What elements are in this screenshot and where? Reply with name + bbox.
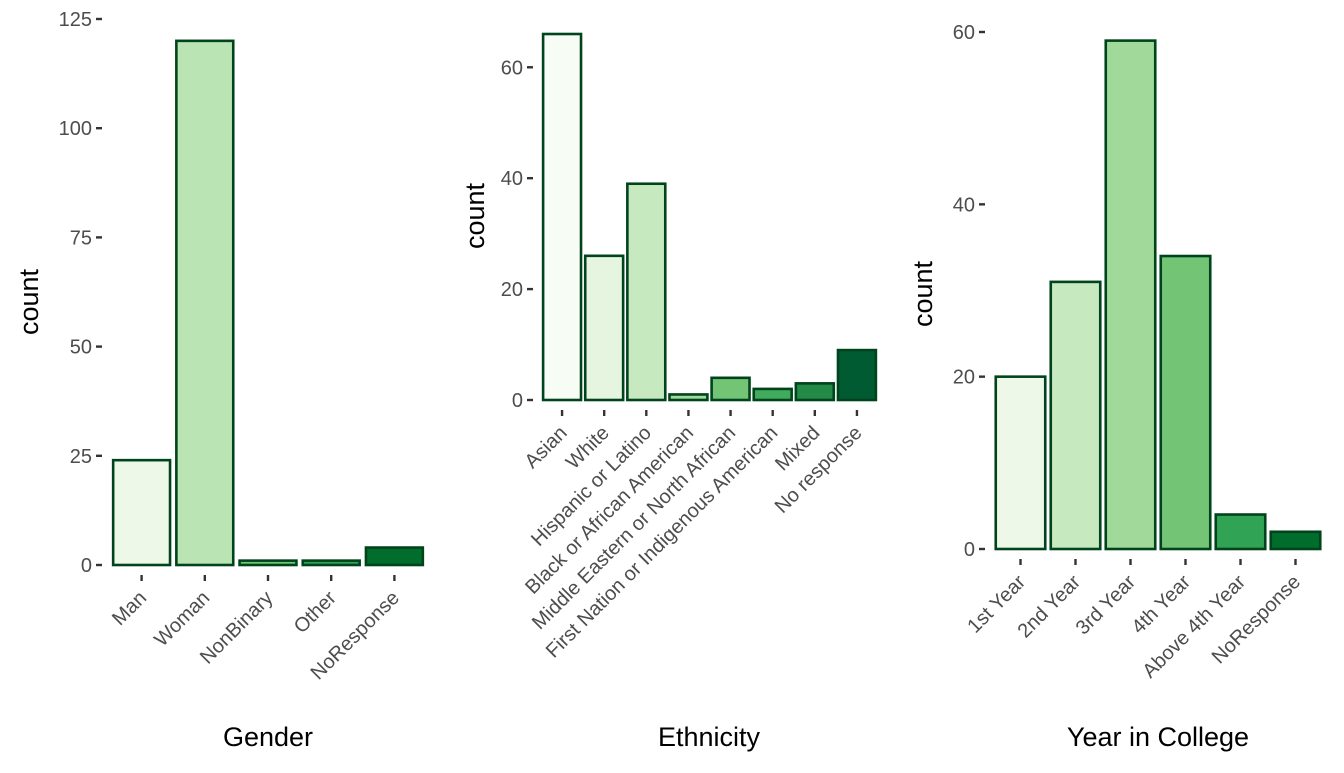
y-tick-label: 100	[59, 118, 92, 140]
bar-1st-year	[994, 375, 1047, 551]
bar-2nd-year	[1049, 280, 1102, 551]
bar-black-or-african-american	[668, 393, 709, 402]
y-tick-label: 0	[512, 390, 523, 412]
y-tick-label: 25	[70, 446, 92, 468]
bar-noresponse	[364, 546, 425, 567]
bar-white	[583, 254, 625, 402]
x-tick-label: Man	[108, 587, 151, 630]
bar-other	[301, 559, 361, 567]
bar-first-nation-or-indigenous-american	[752, 387, 793, 402]
bar-middle-eastern-or-north-african	[710, 376, 751, 402]
y-axis-title: count	[14, 268, 44, 335]
bar-above-4th-year	[1214, 513, 1267, 551]
y-tick-label: 60	[953, 22, 975, 44]
bar-nonbinary	[238, 559, 298, 567]
bar-4th-year	[1159, 254, 1212, 551]
y-tick-label: 75	[70, 227, 92, 249]
y-axis-title: count	[460, 182, 490, 249]
x-axis-title: Year in College	[1067, 722, 1249, 752]
x-tick-label: Woman	[150, 587, 214, 651]
bar-mixed	[794, 382, 836, 402]
bar-no-response	[836, 348, 878, 402]
y-tick-label: 125	[59, 9, 92, 31]
x-axis-title: Ethnicity	[658, 722, 761, 752]
bar-hispanic-or-latino	[626, 182, 667, 402]
bar-3rd-year	[1104, 39, 1157, 551]
x-axis-title: Gender	[223, 722, 313, 752]
y-tick-label: 0	[81, 555, 92, 577]
y-tick-label: 20	[501, 279, 523, 301]
bar-noresponse	[1269, 530, 1322, 551]
x-tick-label: 3rd Year	[1072, 571, 1140, 639]
y-tick-label: 60	[501, 57, 523, 79]
y-axis-title: count	[908, 260, 938, 327]
y-tick-label: 40	[501, 168, 523, 190]
bar-asian	[541, 32, 583, 402]
bar-man	[111, 458, 172, 567]
y-tick-label: 0	[964, 539, 975, 561]
y-tick-label: 20	[953, 367, 975, 389]
bar-woman	[175, 39, 235, 567]
y-tick-label: 50	[70, 337, 92, 359]
x-tick-label: Asian	[521, 422, 572, 473]
x-tick-label: Other	[290, 587, 341, 638]
y-tick-label: 40	[953, 194, 975, 216]
